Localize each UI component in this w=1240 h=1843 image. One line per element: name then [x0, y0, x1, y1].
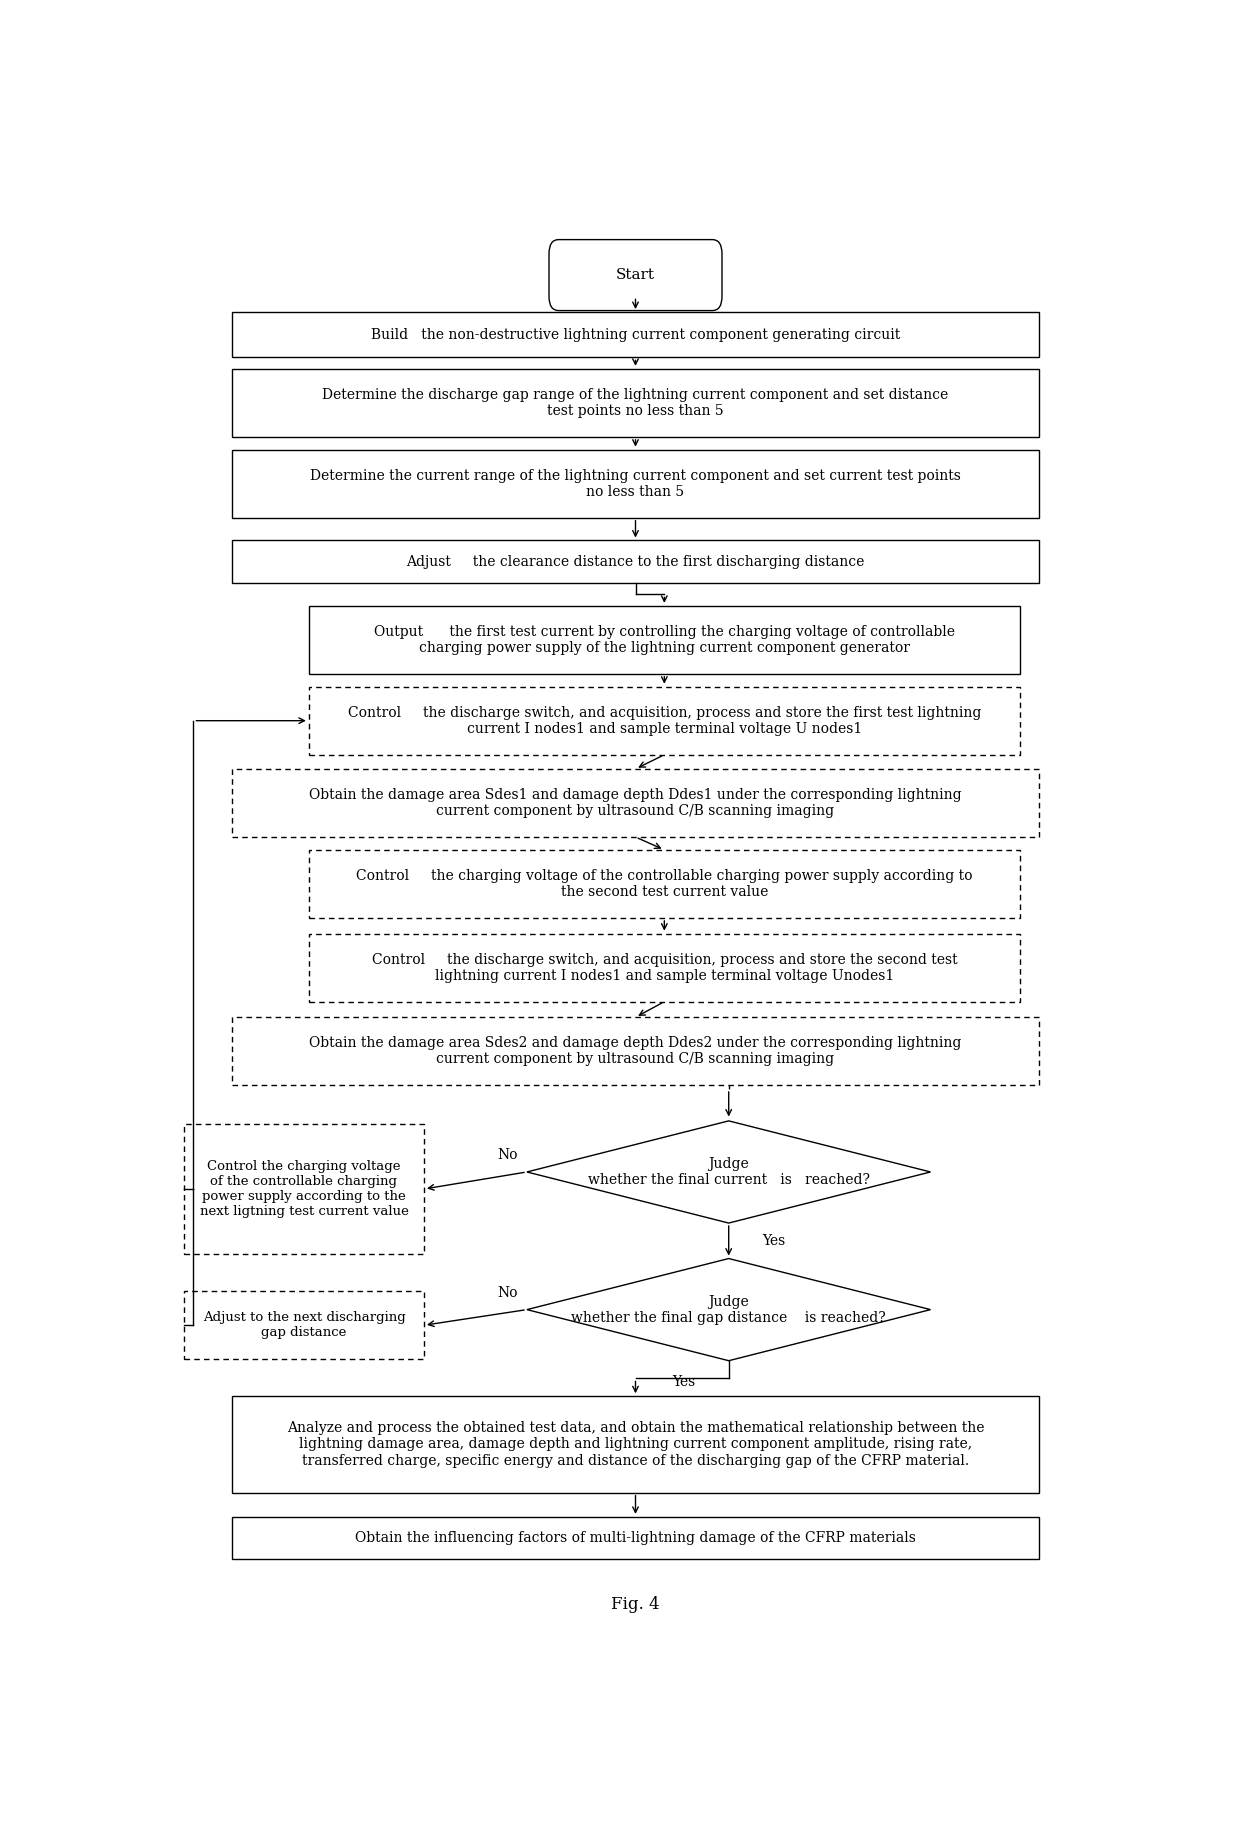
- Text: Analyze and process the obtained test data, and obtain the mathematical relation: Analyze and process the obtained test da…: [286, 1421, 985, 1467]
- FancyBboxPatch shape: [549, 240, 722, 311]
- Text: Build   the non-destructive lightning current component generating circuit: Build the non-destructive lightning curr…: [371, 328, 900, 341]
- Bar: [309, 687, 1019, 756]
- Text: Control     the charging voltage of the controllable charging power supply accor: Control the charging voltage of the cont…: [356, 868, 972, 899]
- Text: Obtain the influencing factors of multi-lightning damage of the CFRP materials: Obtain the influencing factors of multi-…: [355, 1532, 916, 1544]
- Text: Control the charging voltage
of the controllable charging
power supply according: Control the charging voltage of the cont…: [200, 1159, 408, 1218]
- Text: Judge
whether the final gap distance    is reached?: Judge whether the final gap distance is …: [572, 1294, 887, 1325]
- Text: Yes: Yes: [672, 1375, 696, 1390]
- Bar: [232, 1517, 1039, 1559]
- Bar: [232, 450, 1039, 518]
- Text: No: No: [497, 1148, 518, 1161]
- Text: Determine the discharge gap range of the lightning current component and set dis: Determine the discharge gap range of the…: [322, 387, 949, 418]
- Text: Obtain the damage area Sdes2 and damage depth Ddes2 under the corresponding ligh: Obtain the damage area Sdes2 and damage …: [309, 1036, 962, 1067]
- Text: Determine the current range of the lightning current component and set current t: Determine the current range of the light…: [310, 468, 961, 499]
- Text: Control     the discharge switch, and acquisition, process and store the second : Control the discharge switch, and acquis…: [372, 953, 957, 982]
- Bar: [232, 540, 1039, 582]
- Text: Adjust to the next discharging
gap distance: Adjust to the next discharging gap dista…: [202, 1310, 405, 1340]
- Bar: [527, 1121, 930, 1224]
- Polygon shape: [527, 1259, 930, 1360]
- Bar: [232, 769, 1039, 837]
- Text: Yes: Yes: [763, 1233, 786, 1248]
- Text: Adjust     the clearance distance to the first discharging distance: Adjust the clearance distance to the fir…: [407, 555, 864, 569]
- Bar: [309, 934, 1019, 1003]
- Bar: [309, 606, 1019, 675]
- Bar: [232, 1397, 1039, 1493]
- Text: Output      the first test current by controlling the charging voltage of contro: Output the first test current by control…: [373, 625, 955, 654]
- Bar: [309, 850, 1019, 918]
- Text: Control     the discharge switch, and acquisition, process and store the first t: Control the discharge switch, and acquis…: [347, 706, 981, 735]
- Bar: [527, 1259, 930, 1360]
- Text: Fig. 4: Fig. 4: [611, 1596, 660, 1613]
- Polygon shape: [527, 1121, 930, 1224]
- Bar: [232, 311, 1039, 358]
- Bar: [184, 1124, 424, 1255]
- Text: Judge
whether the final current   is   reached?: Judge whether the final current is reach…: [588, 1157, 869, 1187]
- Text: Start: Start: [616, 267, 655, 282]
- Text: No: No: [497, 1286, 518, 1299]
- Text: Obtain the damage area Sdes1 and damage depth Ddes1 under the corresponding ligh: Obtain the damage area Sdes1 and damage …: [309, 789, 962, 818]
- Bar: [232, 369, 1039, 437]
- Bar: [232, 1017, 1039, 1086]
- Bar: [184, 1292, 424, 1360]
